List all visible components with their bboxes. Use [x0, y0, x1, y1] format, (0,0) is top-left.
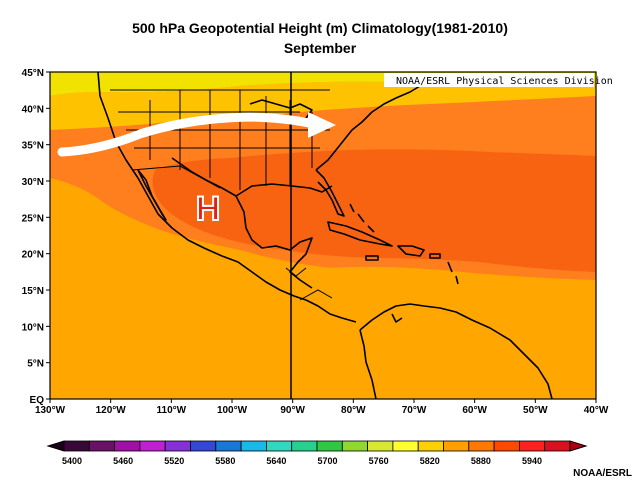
lon-label: 130°W — [35, 405, 66, 416]
map-subtitle: September — [283, 40, 357, 56]
lat-label: 35°N — [22, 141, 44, 152]
lon-label: 100°W — [217, 405, 248, 416]
lon-label: 60°W — [462, 405, 487, 416]
colorbar — [46, 440, 588, 452]
contour-5820-band — [50, 80, 596, 130]
colorbar-swatch — [493, 440, 520, 452]
lon-label: 90°W — [280, 405, 305, 416]
colorbar-swatch — [114, 440, 141, 452]
lat-label: 15°N — [22, 286, 44, 297]
colorbar-tick-label: 5580 — [215, 456, 235, 466]
political-borders — [110, 89, 333, 301]
colorbar-tick-label: 5520 — [164, 456, 184, 466]
lat-label: 40°N — [22, 104, 44, 115]
lat-label: 5°N — [27, 359, 44, 370]
colorbar-swatch — [316, 440, 343, 452]
colorbar-min-arrow — [46, 440, 65, 452]
high-pressure-marker: H — [196, 190, 221, 228]
lon-label: 80°W — [341, 405, 366, 416]
colorbar-swatch — [544, 440, 571, 452]
lat-label: 20°N — [22, 250, 44, 261]
lat-label: 25°N — [22, 213, 44, 224]
watermark-label: NOAA/ESRL Physical Sciences Division — [396, 76, 613, 87]
lon-label: 120°W — [96, 405, 127, 416]
colorbar-tick-label: 5400 — [62, 456, 82, 466]
colorbar-swatch — [63, 440, 90, 452]
colorbar-swatch — [519, 440, 546, 452]
lon-label: 40°W — [584, 405, 609, 416]
colorbar-swatch — [443, 440, 470, 452]
colorbar-tick-label: 5940 — [522, 456, 542, 466]
colorbar-swatch — [341, 440, 368, 452]
longitude-axis: 130°W 120°W 110°W 100°W 90°W 80°W 70°W 60°W 50°W… — [35, 399, 609, 416]
colorbar-labels: 5400 5460 5520 5580 5640 5700 5760 5820 5880 5940 — [62, 456, 542, 466]
colorbar-swatch — [392, 440, 419, 452]
colorbar-tick-label: 5820 — [420, 456, 440, 466]
contour-5880-south — [50, 178, 596, 399]
coastlines — [97, 72, 553, 399]
colorbar-tick-label: 5700 — [318, 456, 338, 466]
colorbar-swatch — [240, 440, 267, 452]
colorbar-tick-label: 5460 — [113, 456, 133, 466]
lon-label: 110°W — [157, 405, 187, 416]
map-title: 500 hPa Geopotential Height (m) Climatol… — [132, 20, 508, 36]
colorbar-swatch — [190, 440, 217, 452]
colorbar-swatch — [139, 440, 166, 452]
colorbar-swatch — [164, 440, 191, 452]
colorbar-swatch — [88, 440, 116, 452]
colorbar-max-arrow — [569, 440, 588, 452]
contour-5910-core — [152, 149, 596, 272]
colorbar-swatch — [215, 440, 242, 452]
lon-label: 70°W — [402, 405, 427, 416]
credit-label: NOAA/ESRL — [573, 468, 632, 479]
colorbar-swatch — [265, 440, 293, 452]
latitude-axis: 45°N 40°N 35°N 30°N 25°N 20°N 15°N 10°N 5°N EQ — [22, 68, 50, 406]
watermark-box — [384, 73, 594, 87]
colorbar-swatch — [468, 440, 495, 452]
colorbar-tick-label: 5640 — [266, 456, 286, 466]
lat-label: 45°N — [22, 68, 44, 79]
lat-label: EQ — [30, 395, 45, 406]
lon-label: 50°W — [523, 405, 548, 416]
jet-stream-arrow — [57, 112, 323, 157]
colorbar-swatch — [291, 440, 318, 452]
map-frame — [49, 71, 597, 400]
colorbar-tick-label: 5880 — [471, 456, 491, 466]
colorbar-swatch — [417, 440, 444, 452]
lat-label: 10°N — [22, 322, 44, 333]
colorbar-tick-label: 5760 — [369, 456, 389, 466]
colorbar-swatch — [367, 440, 394, 452]
lat-label: 30°N — [22, 177, 44, 188]
arrow-head-icon — [308, 112, 336, 138]
